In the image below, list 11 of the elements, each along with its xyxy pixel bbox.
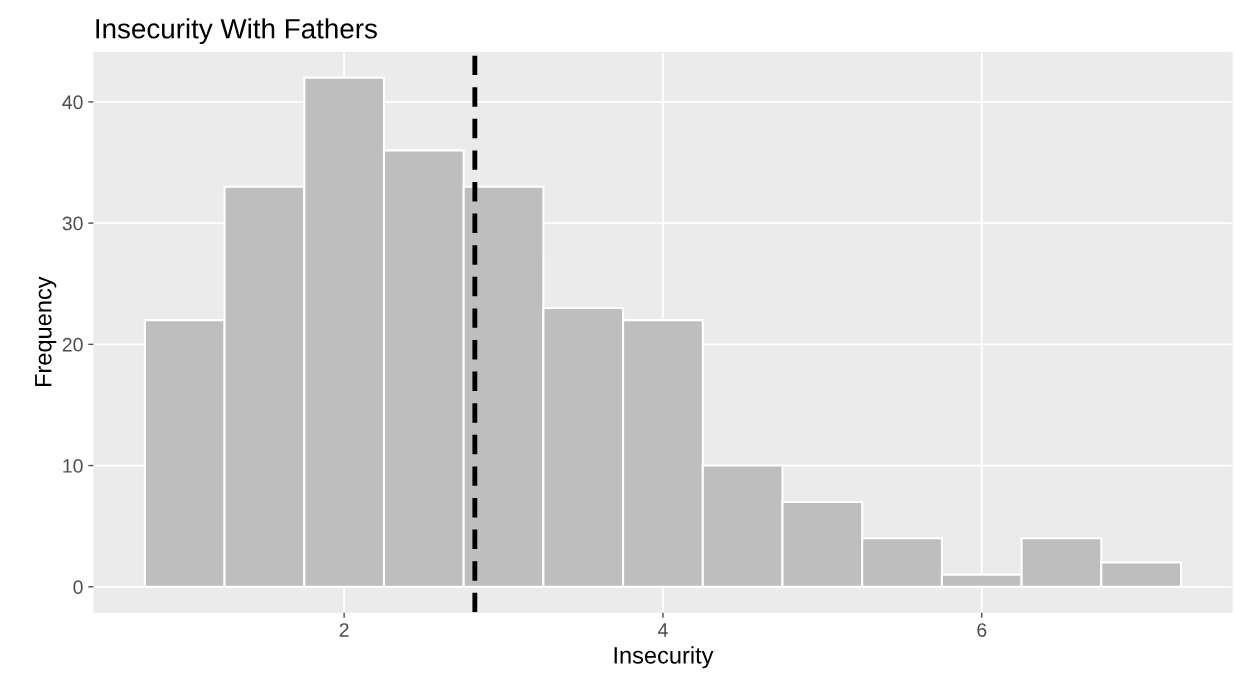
x-tick-label: 4: [657, 623, 668, 637]
y-tick-label: 20: [62, 337, 83, 352]
x-tick-label: 2: [339, 623, 349, 637]
y-axis-title: Frequency: [35, 276, 57, 387]
chart-title: Insecurity With Fathers: [96, 18, 377, 45]
y-tick-label: 40: [62, 95, 83, 110]
x-tick-label: 6: [977, 623, 987, 637]
y-tick-label: 30: [62, 216, 83, 231]
x-axis-title: Insecurity: [614, 646, 714, 669]
y-tick-label: 10: [63, 459, 83, 473]
y-tick-label: 0: [73, 580, 83, 595]
